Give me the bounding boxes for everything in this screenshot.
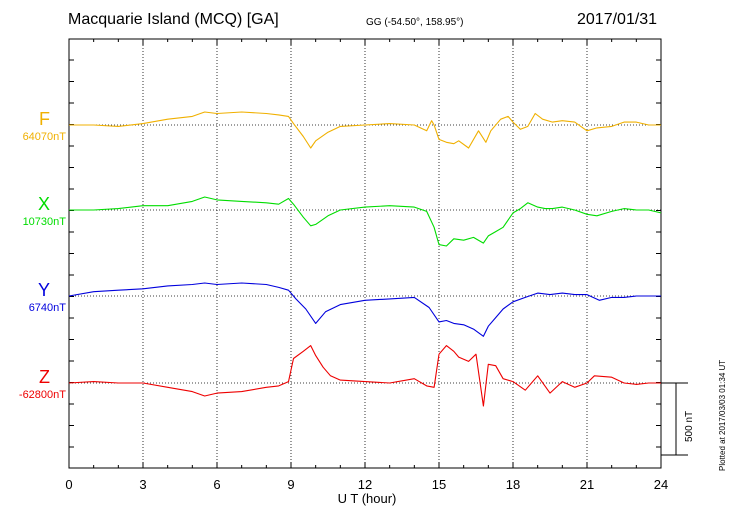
series-f-baseline: 64070nT [22,131,66,143]
series-x-label: X [37,194,50,214]
station-coordinates: GG (-54.50°, 158.95°) [366,17,464,28]
data-traces [68,111,662,407]
series-z-line [68,345,661,407]
x-tick-label: 18 [505,477,521,492]
x-tick-label: 0 [65,477,73,492]
grid-lines [69,39,661,468]
series-z-label: Z [39,367,50,387]
x-tick-label: 3 [139,477,147,492]
x-tick-label: 24 [653,477,669,492]
series-y-line [68,282,661,337]
plot-frame [68,38,662,469]
series-f-line [69,111,661,149]
chart-date: 2017/01/31 [577,11,658,28]
x-tick-label: 9 [287,477,295,492]
x-axis-label: U T (hour) [337,491,397,506]
axis-ticks [68,39,662,468]
chart-title: Macquarie Island (MCQ) [GA] [68,11,279,28]
series-z-baseline: -62800nT [18,389,66,401]
x-tick-label: 6 [213,477,221,492]
x-tick-label: 21 [579,477,595,492]
scale-bar-label: 500 nT [684,410,695,442]
plotted-timestamp: Plotted at 2017/03/03 01:34 UT [718,359,727,471]
x-tick-label: 12 [357,477,373,492]
scale-bar [661,382,688,456]
series-x-line [69,196,662,247]
series-x-baseline: 10730nT [22,216,66,228]
series-y-label: Y [37,280,50,300]
x-tick-label: 15 [431,477,447,492]
series-y-baseline: 6740nT [28,302,66,314]
series-f-label: F [39,109,50,129]
